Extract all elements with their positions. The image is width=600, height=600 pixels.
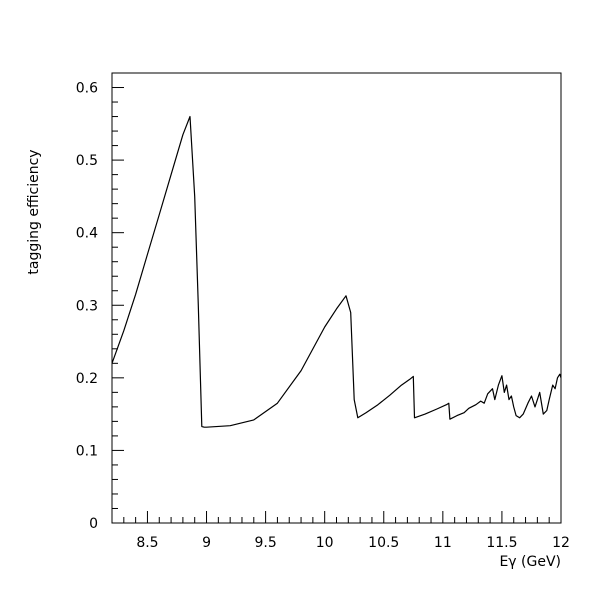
- x-tick-label: 8.5: [136, 535, 158, 551]
- y-tick-label: 0.6: [76, 81, 98, 97]
- axis-tick-labels: 8.5 9 9.5 10 10.5 11 11.5 12 0 0.1 0.2 0.3 0.4 0.5 0.6: [76, 81, 570, 551]
- x-axis-label: Eγ (GeV): [499, 554, 561, 570]
- x-tick-label: 11: [434, 535, 452, 551]
- x-tick-label: 10: [316, 535, 334, 551]
- series-layer: [111, 115, 562, 428]
- axis-ticks: [111, 72, 562, 524]
- y-axis-label: tagging efficiency: [26, 149, 42, 274]
- x-tick-label: 12: [552, 535, 570, 551]
- x-tick-label: 9: [202, 535, 211, 551]
- y-tick-label: 0.3: [76, 298, 98, 314]
- y-tick-label: 0.5: [76, 153, 98, 169]
- plot-frame: [111, 72, 562, 524]
- y-tick-label: 0.4: [76, 226, 98, 242]
- series-line-0: [111, 115, 562, 428]
- y-tick-label: 0.1: [76, 443, 98, 459]
- y-tick-label: 0: [89, 516, 98, 532]
- x-tick-label: 11.5: [486, 535, 517, 551]
- x-tick-label: 9.5: [254, 535, 276, 551]
- x-tick-label: 10.5: [368, 535, 399, 551]
- y-tick-label: 0.2: [76, 371, 98, 387]
